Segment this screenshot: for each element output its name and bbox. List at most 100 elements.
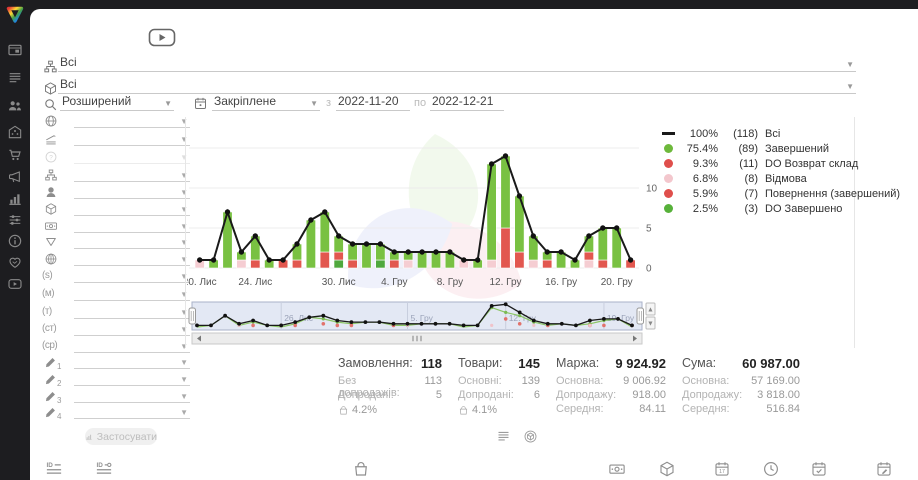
bar-segment-red[interactable] [597, 259, 608, 269]
utm-medium-filter-dropdown[interactable]: (м) ▼ [42, 287, 190, 304]
line-point[interactable] [600, 225, 606, 231]
bar-segment-red[interactable] [514, 251, 525, 269]
line-point[interactable] [336, 233, 342, 239]
product-filter-dropdown[interactable]: ▼ [44, 202, 190, 219]
line-point[interactable] [322, 209, 328, 215]
line-point[interactable] [280, 257, 286, 263]
line-point[interactable] [516, 193, 523, 199]
bar-segment-green[interactable] [361, 243, 372, 269]
line-point[interactable] [419, 249, 425, 255]
nav-right-handle[interactable] [636, 307, 644, 325]
sidebar-item-info[interactable] [7, 233, 23, 249]
bar-segment-pink[interactable] [486, 259, 497, 269]
brand-logo[interactable] [3, 3, 27, 27]
sidebar-item-company[interactable] [7, 124, 23, 140]
web-filter-dropdown[interactable]: ▼ [44, 252, 190, 269]
bar-segment-red[interactable] [333, 251, 344, 261]
custom-field-1-filter-dropdown[interactable]: 1 ▼ [44, 355, 190, 372]
bar-segment-dark_green[interactable] [333, 259, 344, 269]
chart-navigator[interactable]: 26. Лис 5. Гру 12. Гру 19. Гру ▲ ▼ [187, 301, 667, 347]
nav-zoom-in-button[interactable] [645, 302, 656, 316]
line-point[interactable] [266, 257, 272, 263]
bar-segment-red[interactable] [250, 259, 261, 269]
bar-segment-pink[interactable] [403, 259, 414, 269]
line-point[interactable] [308, 217, 314, 223]
bar-segment-red[interactable] [500, 227, 511, 269]
bar-segment-pink[interactable] [236, 259, 247, 269]
legend-item[interactable]: 5.9% (7) Повернення (завершений) [660, 186, 900, 201]
apply-button[interactable]: Застосувати [85, 428, 157, 445]
sidebar-item-partners[interactable] [7, 254, 23, 270]
utm-source-filter-dropdown[interactable]: (s) ▼ [42, 269, 190, 286]
line-point[interactable] [558, 249, 564, 255]
list-view-toggle[interactable] [496, 429, 511, 444]
bar-segment-red[interactable] [319, 251, 330, 269]
scroll-left-arrow[interactable] [197, 335, 201, 342]
bar-segment-red[interactable] [347, 259, 358, 269]
line-point[interactable] [294, 241, 300, 247]
nav-zoom-out-button[interactable] [645, 316, 656, 330]
product-view-toggle[interactable] [523, 429, 538, 444]
line-point[interactable] [349, 241, 356, 247]
time-column-icon[interactable] [762, 460, 780, 478]
product-select[interactable]: Всі ▼ [58, 77, 856, 94]
line-point[interactable] [461, 257, 467, 263]
search-mode-select[interactable]: Розширений ▼ [60, 94, 174, 111]
scrollbar-grip[interactable] [412, 335, 422, 342]
line-point[interactable] [363, 241, 370, 247]
approve-date-column-icon[interactable] [810, 460, 828, 478]
sidebar-item-clients[interactable] [7, 98, 23, 114]
period-mode-select[interactable]: Закріплене ▼ [212, 94, 320, 111]
line-point[interactable] [238, 249, 245, 255]
bar-segment-pink[interactable] [528, 259, 539, 269]
line-point[interactable] [586, 233, 592, 239]
structure-select[interactable]: Всі ▼ [58, 55, 856, 72]
bar-segment-red[interactable] [542, 259, 553, 269]
line-point[interactable] [447, 249, 453, 255]
id-order-column-icon[interactable]: ID [45, 460, 63, 478]
line-point[interactable] [391, 249, 397, 255]
nav-left-handle[interactable] [188, 307, 196, 325]
line-point[interactable] [475, 257, 481, 263]
payment-column-icon[interactable] [608, 460, 626, 478]
bar-segment-green[interactable] [486, 163, 497, 261]
line-point[interactable] [544, 249, 550, 255]
structure-filter-dropdown[interactable]: ▼ [44, 168, 190, 185]
products-column-icon[interactable] [352, 460, 370, 478]
line-point[interactable] [614, 225, 620, 231]
line-point[interactable] [405, 249, 411, 255]
sidebar-item-statistics[interactable] [7, 191, 23, 207]
bar-segment-red[interactable] [389, 259, 400, 269]
line-point[interactable] [572, 257, 578, 263]
sidebar-item-settings[interactable] [7, 212, 23, 228]
operator-filter-dropdown[interactable]: ▼ [44, 185, 190, 202]
id-external-column-icon[interactable]: ID [95, 460, 113, 478]
status-filter-dropdown[interactable]: ? ▼ [44, 150, 190, 167]
line-point[interactable] [224, 209, 231, 215]
line-point[interactable] [502, 153, 509, 159]
bar-segment-pink[interactable] [583, 259, 594, 269]
utm-term-filter-dropdown[interactable]: (т) ▼ [42, 305, 190, 322]
funnel-filter-dropdown[interactable]: ▼ [44, 235, 190, 252]
video-tutorial-icon[interactable] [148, 28, 176, 47]
legend-item[interactable]: 75.4% (89) Завершений [660, 141, 900, 156]
package-column-icon[interactable] [658, 460, 676, 478]
country-filter-dropdown[interactable]: ▼ [44, 114, 190, 131]
custom-field-4-filter-dropdown[interactable]: 4 ▼ [44, 405, 190, 422]
date-from-input[interactable]: 2022-11-20 [336, 94, 410, 111]
legend-item[interactable]: 6.8% (8) Відмова [660, 171, 900, 186]
legend-item[interactable]: 9.3% (11) DO Возврат склад [660, 156, 900, 171]
level-filter-dropdown[interactable]: ▼ [44, 132, 190, 149]
line-point[interactable] [488, 161, 495, 167]
date-to-input[interactable]: 2022-12-21 [430, 94, 504, 111]
bar-segment-red[interactable] [292, 259, 303, 269]
legend-item[interactable]: 2.5% (3) DO Завершено [660, 201, 900, 216]
legend-item[interactable]: 100% (118) Всі [660, 126, 900, 141]
date-column-icon[interactable]: 17 [713, 460, 731, 478]
line-point[interactable] [627, 257, 634, 263]
bar-segment-green[interactable] [597, 227, 608, 261]
line-point[interactable] [252, 233, 258, 239]
line-point[interactable] [197, 257, 203, 263]
scroll-right-arrow[interactable] [633, 335, 637, 342]
utm-campaign-filter-dropdown[interactable]: (ср) ▼ [42, 339, 190, 356]
